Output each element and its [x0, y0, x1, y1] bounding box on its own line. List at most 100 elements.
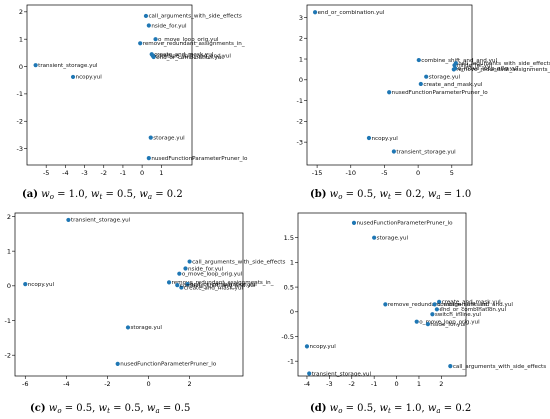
data-point: [125, 325, 131, 330]
point-label: o_move_loop_orig.yul: [419, 319, 480, 325]
y-tick-label: -2: [17, 118, 23, 126]
panel-b: -15 -10 -5 0 5-3-2-10123end_or_combination.y…: [297, 4, 550, 201]
data-point: [418, 81, 423, 87]
y-tick-label: 1: [19, 35, 23, 43]
panel-a: -5 -4 -3 -2 -1 0 1 -3 -2 -1 0 1 2 transient_storage.y…: [17, 4, 248, 201]
x-tick-label: -1: [120, 169, 126, 177]
point-label: nside_for.yul: [430, 322, 466, 328]
point-label: nusedFunctionParameterPruner_lo: [120, 362, 217, 368]
point-label: remove_redundant_assignments_in_: [172, 280, 274, 286]
data-point: [66, 217, 71, 223]
panel-d: -4 -3 -2 -1 0 1 2 -1 -0.5 0 0.5 1 1.5 nusedFunctionPa…: [281, 212, 546, 415]
x-tick-label: 2: [439, 380, 443, 388]
y-tick-label: 1: [299, 55, 303, 63]
x-tick-label: -6: [22, 380, 28, 388]
point-label: create_and_mask.yul: [184, 285, 244, 291]
x-tick-label: 1: [159, 169, 163, 177]
x-tick-label: 0: [394, 380, 398, 388]
point-label: storage.yul: [429, 74, 461, 80]
panel-caption: (a) wo = 1.0, wt = 0.5, wa = 0.2: [22, 189, 183, 201]
y-tick-label: 2: [299, 35, 303, 43]
y-tick-label: 1.5: [284, 234, 294, 242]
data-point: [366, 135, 372, 141]
data-point: [391, 149, 396, 154]
x-tick-label: -15: [312, 169, 323, 177]
data-point: [383, 302, 388, 307]
x-tick-label: 0: [140, 169, 144, 177]
point-label: end_or_combination.yul: [156, 55, 223, 61]
x-tick-label: -5: [43, 169, 49, 177]
data-point: [115, 361, 120, 366]
point-label: combine_shift_and_and.yul: [437, 302, 513, 308]
data-point: [424, 74, 429, 79]
data-point: [33, 63, 38, 68]
data-point: [23, 281, 28, 287]
y-tick-label: -3: [297, 138, 303, 146]
x-tick-label: -2: [104, 380, 110, 388]
point-label: o_move_loop_orig.yul: [458, 66, 519, 72]
y-tick-label: 2: [19, 8, 23, 16]
panel-caption: (b) wo = 0.5, wt = 0.2, wa = 1.0: [310, 189, 471, 201]
axes-frame-b: [306, 4, 473, 166]
y-tick-label: -1: [5, 317, 11, 325]
data-point: [151, 54, 156, 60]
point-label: nusedFunctionParameterPruner_lo: [357, 221, 454, 227]
x-tick-label: -4: [304, 380, 310, 388]
data-point: [425, 322, 431, 327]
x-tick-label: 5: [450, 169, 454, 177]
data-point: [179, 285, 184, 290]
point-label: combine_shift_and_and.yul: [180, 283, 256, 289]
y-tick-label: -1: [288, 357, 294, 365]
x-tick-label: 0: [416, 169, 420, 177]
point-label: create_and_mask.yul: [154, 52, 214, 58]
data-point: [153, 37, 158, 42]
data-point: [416, 57, 421, 63]
y-tick-label: -2: [297, 118, 303, 126]
x-tick-label: -2: [101, 169, 107, 177]
point-label: create_and_mask.yul: [423, 82, 483, 88]
data-point: [175, 283, 180, 288]
point-label: call_arguments_with_side_effects: [192, 259, 285, 265]
panel-caption: (d) wo = 0.5, wt = 1.0, wa = 0.2: [310, 403, 471, 415]
y-tick-label: 0: [19, 63, 23, 71]
y-tick-label: 1: [290, 259, 294, 267]
data-point: [187, 259, 192, 264]
data-point: [166, 280, 172, 285]
data-point: [138, 41, 143, 46]
point-label: remove_redundant_assignments_in_: [388, 302, 490, 308]
point-label: nusedFunctionParameterPruner_lo: [392, 90, 489, 96]
data-point: [414, 319, 419, 324]
point-label: create_and_mask.yul: [442, 300, 502, 306]
data-point: [148, 135, 153, 140]
x-tick-label: -3: [326, 380, 332, 388]
x-tick-label: -10: [345, 169, 356, 177]
x-tick-label: -4: [63, 380, 69, 388]
point-label: storage.yul: [377, 235, 409, 241]
panel-caption: (c) wo = 0.5, wt = 0.5, wa = 0.5: [30, 403, 190, 415]
data-point: [304, 344, 310, 349]
point-label: combine_shift_and_and.yul: [421, 58, 497, 64]
y-tick-label: 3: [299, 14, 303, 22]
point-label: nside_for.yul: [188, 266, 224, 272]
point-label: nside_for.yul: [457, 63, 493, 69]
y-tick-label: 0: [290, 308, 294, 316]
axes-frame-d: [297, 212, 467, 377]
data-point: [185, 281, 190, 287]
point-label: end_or_combination.yul: [318, 10, 385, 16]
data-point: [146, 156, 151, 161]
point-label: remove_redundant_assignments_in_: [456, 67, 550, 73]
data-point: [437, 299, 442, 305]
point-label: nusedFunctionParameterPruner_lo: [151, 156, 248, 162]
point-label: ncopy.yul: [28, 282, 55, 288]
y-tick-label: 0.5: [284, 283, 294, 291]
panel-c: -6 -4 -2 0 2 -2 -1 0 1 2 transient_storage.yulncop…: [5, 212, 285, 415]
data-point: [448, 364, 453, 369]
point-label: transient_storage.yul: [396, 149, 456, 155]
x-tick-label: -1: [371, 380, 377, 388]
axes-frame-a: [26, 4, 193, 166]
point-label: remove_redundant_assignments_in_: [143, 41, 245, 47]
data-point: [430, 312, 435, 317]
point-label: transient_storage.yul: [38, 63, 98, 69]
y-tick-label: -2: [5, 351, 11, 359]
